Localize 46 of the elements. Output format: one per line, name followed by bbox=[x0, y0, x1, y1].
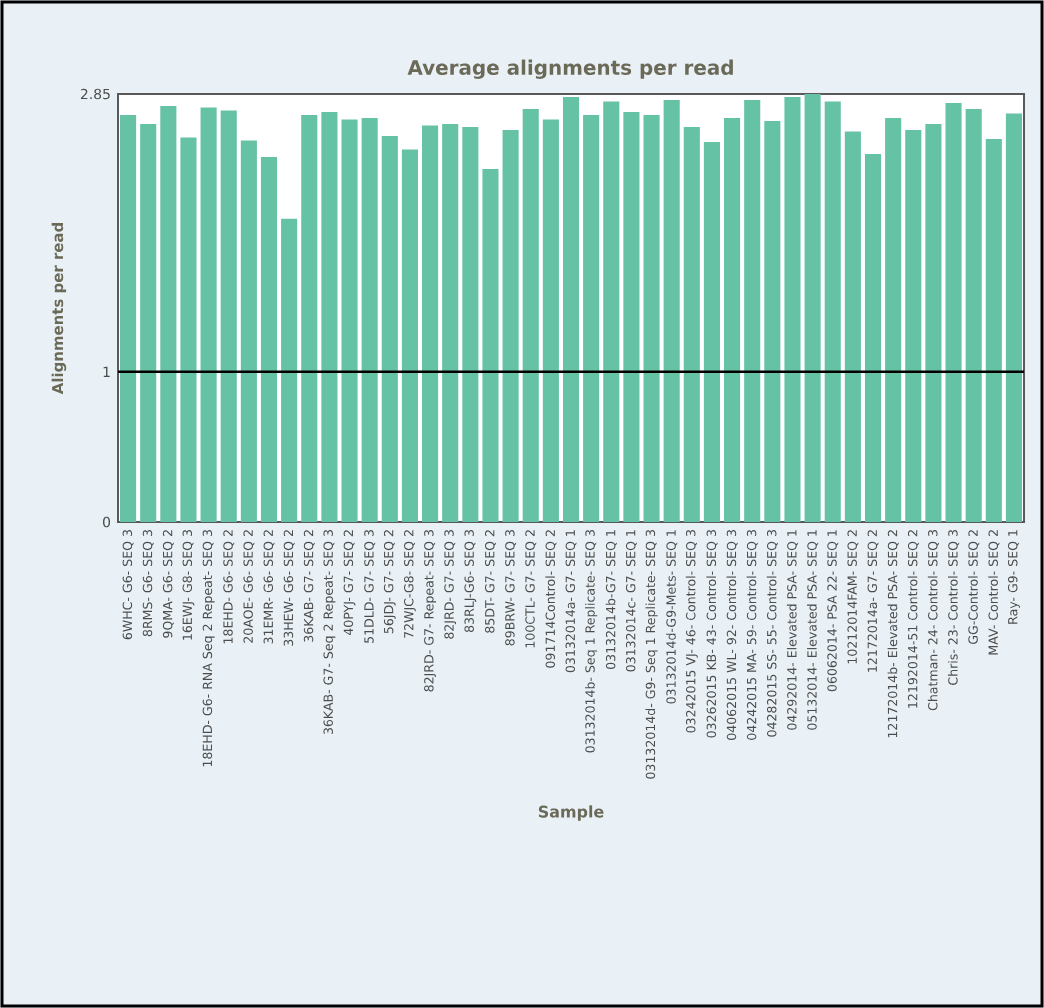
bar bbox=[1005, 113, 1022, 522]
bar bbox=[341, 119, 358, 522]
bar bbox=[401, 149, 418, 522]
bar bbox=[321, 112, 338, 522]
bar bbox=[522, 109, 539, 522]
bar bbox=[260, 157, 278, 522]
bar bbox=[985, 139, 1002, 522]
bar bbox=[281, 218, 298, 522]
bar bbox=[703, 142, 720, 522]
bar bbox=[462, 127, 479, 522]
bar bbox=[905, 130, 922, 522]
bar bbox=[925, 124, 942, 522]
bar bbox=[744, 100, 761, 522]
bar bbox=[240, 140, 257, 522]
bar bbox=[502, 130, 519, 522]
bar bbox=[482, 169, 499, 522]
bar bbox=[764, 121, 781, 522]
bar bbox=[864, 154, 882, 522]
bar bbox=[140, 124, 157, 522]
bar bbox=[220, 110, 237, 522]
bar bbox=[804, 93, 821, 522]
bar bbox=[885, 118, 902, 522]
bar bbox=[120, 115, 137, 522]
bar bbox=[422, 125, 439, 522]
bar bbox=[623, 112, 640, 522]
bar bbox=[583, 115, 600, 522]
bar bbox=[200, 107, 217, 522]
bar bbox=[381, 136, 398, 522]
bar bbox=[442, 124, 459, 522]
bar bbox=[160, 106, 177, 522]
bar bbox=[965, 109, 982, 522]
bar bbox=[784, 97, 801, 522]
bar bbox=[945, 103, 962, 522]
bar bbox=[683, 127, 700, 522]
bar bbox=[301, 115, 318, 522]
bar bbox=[562, 97, 580, 522]
bar bbox=[724, 118, 741, 522]
bar bbox=[643, 115, 660, 522]
bar bbox=[824, 101, 841, 522]
bar bbox=[603, 101, 620, 522]
bar bbox=[180, 137, 197, 522]
bar bbox=[361, 118, 378, 522]
chart-title: Average alignments per read bbox=[407, 59, 733, 80]
bar bbox=[844, 131, 861, 522]
bar bbox=[542, 119, 559, 522]
bar bbox=[663, 100, 680, 522]
